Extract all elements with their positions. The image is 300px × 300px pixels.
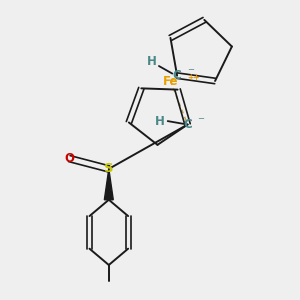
- Polygon shape: [104, 169, 113, 200]
- Text: ++: ++: [187, 74, 200, 82]
- Text: S: S: [104, 162, 114, 176]
- Text: O: O: [64, 152, 74, 165]
- Text: Fe: Fe: [163, 75, 178, 88]
- Text: −: −: [187, 65, 194, 74]
- Text: H: H: [146, 56, 156, 68]
- Text: C: C: [183, 118, 192, 131]
- Text: −: −: [197, 114, 204, 123]
- Text: C: C: [173, 69, 182, 82]
- Text: H: H: [155, 115, 165, 128]
